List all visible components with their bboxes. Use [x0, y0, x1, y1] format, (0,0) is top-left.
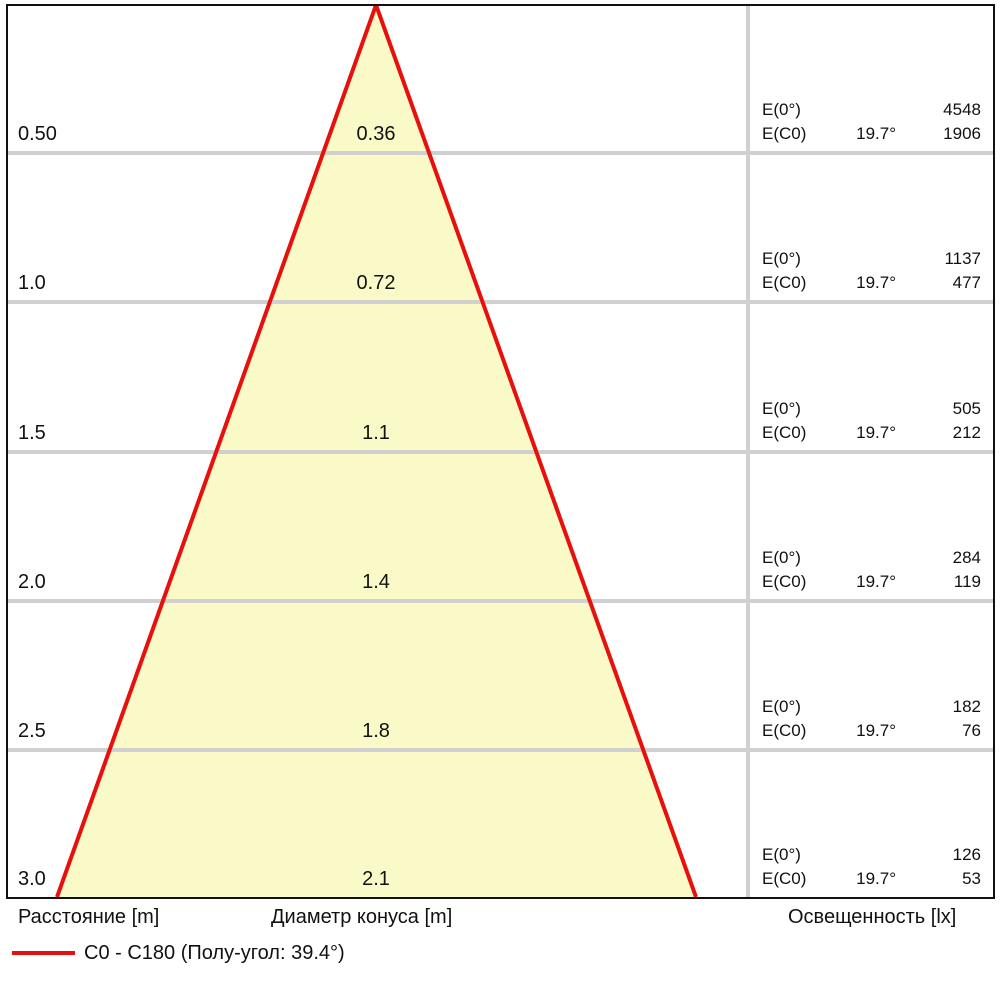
distance-row: 1.0 0.72 E(0°) 1137 E(C0) 19.7° 477 — [18, 249, 981, 294]
cone-edge-left — [55, 4, 378, 898]
illuminance-axis-label: Освещенность [lx] — [788, 906, 957, 928]
diameter-value: 1.8 — [362, 720, 390, 742]
e0-label: E(0°) — [762, 548, 801, 567]
ec0-value: 119 — [954, 572, 981, 591]
e0-label: E(0°) — [762, 249, 801, 268]
ec0-label: E(C0) — [762, 572, 806, 591]
ec0-label: E(C0) — [762, 124, 806, 143]
ec0-angle: 19.7° — [856, 124, 896, 143]
cone-edge-right — [374, 4, 698, 898]
distance-row: 3.0 2.1 E(0°) 126 E(C0) 19.7° 53 — [18, 845, 981, 890]
frame — [6, 4, 995, 899]
e0-label: E(0°) — [762, 697, 801, 716]
diameter-axis-label: Диаметр конуса [m] — [271, 906, 453, 928]
distance-axis-label: Расстояние [m] — [18, 906, 160, 928]
distance-value: 1.5 — [18, 422, 46, 444]
diameter-value: 0.36 — [357, 123, 396, 145]
e0-value: 126 — [953, 845, 981, 864]
distance-value: 2.0 — [18, 571, 46, 593]
e0-label: E(0°) — [762, 399, 801, 418]
distance-row: 2.5 1.8 E(0°) 182 E(C0) 19.7° 76 — [18, 697, 981, 742]
e0-value: 284 — [953, 548, 981, 567]
ec0-value: 53 — [962, 869, 981, 888]
e0-label: E(0°) — [762, 845, 801, 864]
distance-value: 0.50 — [18, 123, 57, 145]
ec0-angle: 19.7° — [856, 572, 896, 591]
distance-row: 2.0 1.4 E(0°) 284 E(C0) 19.7° 119 — [18, 548, 981, 593]
legend-label: C0 - C180 (Полу-угол: 39.4°) — [84, 942, 345, 964]
diameter-value: 1.1 — [362, 422, 390, 444]
distance-value: 3.0 — [18, 868, 46, 890]
diameter-value: 0.72 — [357, 272, 396, 294]
ec0-angle: 19.7° — [856, 869, 896, 888]
e0-value: 1137 — [944, 249, 981, 268]
ec0-value: 212 — [953, 423, 981, 442]
distance-row: 1.5 1.1 E(0°) 505 E(C0) 19.7° 212 — [18, 399, 981, 444]
ec0-value: 477 — [953, 273, 981, 292]
e0-value: 182 — [953, 697, 981, 716]
ec0-label: E(C0) — [762, 423, 806, 442]
distance-value: 1.0 — [18, 272, 46, 294]
diameter-value: 1.4 — [362, 571, 390, 593]
distance-row: 0.50 0.36 E(0°) 4548 E(C0) 19.7° 1906 — [18, 100, 981, 145]
ec0-angle: 19.7° — [856, 721, 896, 740]
e0-value: 4548 — [943, 100, 981, 119]
grid-lines — [7, 5, 994, 898]
diameter-value: 2.1 — [362, 868, 390, 890]
ec0-label: E(C0) — [762, 273, 806, 292]
ec0-value: 1906 — [943, 124, 981, 143]
e0-value: 505 — [953, 399, 981, 418]
e0-label: E(0°) — [762, 100, 801, 119]
ec0-angle: 19.7° — [856, 423, 896, 442]
ec0-label: E(C0) — [762, 721, 806, 740]
distance-value: 2.5 — [18, 720, 46, 742]
ec0-label: E(C0) — [762, 869, 806, 888]
ec0-value: 76 — [962, 721, 981, 740]
ec0-angle: 19.7° — [856, 273, 896, 292]
